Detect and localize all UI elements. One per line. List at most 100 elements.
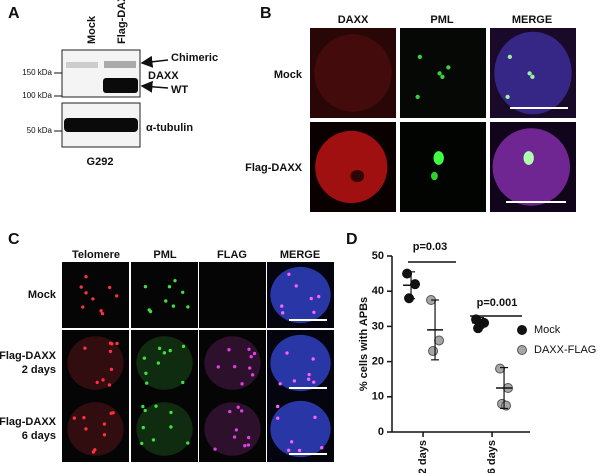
lane-label: Mock	[86, 15, 98, 44]
micrograph-feature	[227, 348, 231, 352]
micrograph-feature	[145, 381, 149, 385]
micrograph-feature	[115, 294, 119, 298]
data-point	[428, 346, 439, 357]
micrograph-feature	[108, 341, 113, 345]
micrograph-feature	[142, 356, 147, 360]
micrograph-feature	[240, 382, 244, 386]
micrograph-feature	[287, 448, 291, 452]
arrow	[140, 80, 169, 93]
panel-label: B	[260, 5, 272, 22]
micrograph-feature	[446, 65, 451, 70]
micrograph-feature	[350, 169, 365, 183]
micrograph-feature	[143, 284, 148, 289]
micrograph-feature	[250, 373, 255, 377]
micrograph-feature	[102, 422, 107, 426]
column-label: DAXX	[338, 14, 369, 26]
panel-label: C	[8, 231, 20, 248]
row-label: Mock	[28, 289, 57, 301]
micrograph-feature	[530, 74, 535, 79]
micrograph-feature	[108, 285, 112, 290]
column-label: FLAG	[217, 249, 247, 261]
micrograph-feature	[247, 347, 251, 351]
micrograph-feature	[246, 443, 251, 447]
column-label: Telomere	[72, 249, 120, 261]
micrograph-feature	[294, 284, 298, 288]
micrograph	[400, 122, 486, 212]
micrograph-feature	[312, 380, 316, 384]
micrograph-feature	[285, 351, 289, 355]
micrograph-feature	[234, 428, 239, 432]
band-label: α-tubulin	[146, 122, 193, 134]
micrograph-feature	[181, 290, 185, 294]
micrograph-feature	[233, 364, 237, 369]
micrograph-feature	[440, 74, 445, 79]
micrograph-feature	[249, 354, 253, 359]
micrograph-feature	[81, 305, 85, 309]
y-tick-label: 10	[372, 391, 384, 403]
micrograph	[131, 330, 198, 396]
blot-band	[64, 118, 138, 132]
legend-marker	[517, 345, 527, 355]
micrograph-feature	[136, 402, 193, 456]
micrograph-feature	[433, 151, 444, 165]
micrograph-feature	[240, 409, 244, 413]
micrograph-feature	[143, 408, 147, 413]
micrograph-feature	[204, 402, 261, 456]
micrograph-feature	[67, 336, 124, 390]
micrograph-feature	[287, 272, 291, 276]
micrograph	[62, 330, 129, 396]
y-tick-label: 50	[372, 250, 384, 262]
micrograph	[199, 396, 266, 462]
micrograph-feature	[236, 405, 240, 409]
arrow	[140, 55, 169, 68]
micrograph-feature	[313, 415, 317, 420]
micrograph-feature	[314, 34, 392, 112]
y-tick-label: 30	[372, 320, 384, 332]
row-label: Flag-DAXX	[0, 350, 57, 362]
annotation: p=0.001	[477, 297, 518, 309]
micrograph-feature	[72, 416, 77, 420]
row-label: Flag-DAXX	[245, 162, 303, 174]
micrograph-feature	[204, 336, 261, 390]
micrograph-feature	[91, 297, 95, 301]
micrograph-feature	[148, 309, 153, 314]
micrograph-feature	[173, 278, 177, 283]
band-label: DAXX	[148, 70, 179, 82]
column-label: MERGE	[512, 14, 552, 26]
micrograph-feature	[169, 425, 173, 429]
micrograph-feature	[164, 299, 168, 303]
micrograph-feature	[141, 425, 145, 430]
micrograph-feature	[181, 344, 186, 349]
micrograph-feature	[270, 266, 331, 324]
marker-label: 50 kDa	[27, 126, 53, 135]
micrograph-feature	[141, 404, 145, 409]
micrograph-feature	[278, 382, 282, 386]
blot-band	[104, 61, 136, 68]
micrograph-feature	[186, 441, 190, 445]
micrograph-feature	[109, 367, 114, 372]
micrograph-feature	[186, 305, 190, 309]
data-point	[402, 268, 413, 279]
x-tick-label: 6 days	[486, 440, 498, 473]
micrograph-feature	[276, 416, 280, 420]
micrograph-feature	[317, 294, 321, 299]
micrograph-feature	[275, 404, 280, 409]
row-label: 2 days	[22, 364, 56, 376]
data-point	[434, 335, 445, 346]
blot-band	[103, 78, 138, 93]
lane-label: Flag-DAXX	[116, 0, 128, 44]
micrograph-feature	[213, 447, 217, 451]
micrograph-feature	[523, 151, 534, 165]
blot-band	[66, 62, 98, 68]
micrograph-feature	[100, 312, 105, 316]
micrograph-feature	[151, 438, 156, 442]
column-label: PML	[153, 249, 177, 261]
micrograph-feature	[181, 380, 185, 385]
legend-marker	[517, 325, 527, 335]
y-tick-label: 20	[372, 356, 384, 368]
panel-label: D	[346, 231, 358, 248]
micrograph-feature	[494, 31, 572, 115]
micrograph-feature	[140, 441, 144, 446]
micrograph-feature	[505, 94, 510, 100]
legend-label: Mock	[534, 324, 561, 336]
